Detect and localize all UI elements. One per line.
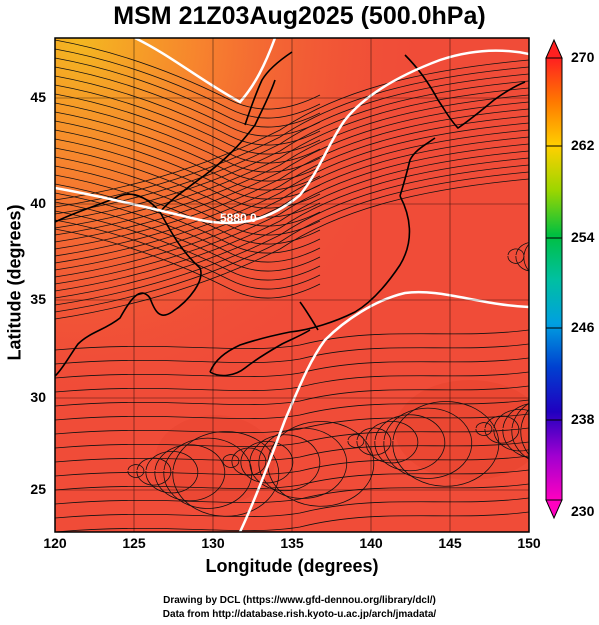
streamline xyxy=(502,403,529,459)
streamline xyxy=(55,427,529,449)
streamline xyxy=(55,143,529,285)
streamline xyxy=(55,455,529,477)
streamline xyxy=(356,427,392,456)
colorbar-top-arrow xyxy=(545,38,563,59)
streamline xyxy=(365,420,419,464)
streamline xyxy=(55,94,529,236)
colorbar-tick-label: 230 xyxy=(571,503,595,519)
y-tick-label: 35 xyxy=(30,291,46,307)
streamline xyxy=(55,147,321,218)
streamline xyxy=(55,129,321,200)
y-tick-label: 25 xyxy=(30,481,46,497)
streamline xyxy=(55,57,321,128)
streamline xyxy=(55,174,321,245)
streamline xyxy=(55,129,529,271)
streamline xyxy=(267,421,375,507)
streamline xyxy=(55,84,321,155)
y-tick-label: 40 xyxy=(30,195,46,211)
x-tick-label: 125 xyxy=(122,535,146,551)
streamline xyxy=(172,431,280,517)
streamline xyxy=(55,115,529,257)
streamline xyxy=(55,80,529,222)
colorbar xyxy=(545,38,563,520)
streamline xyxy=(515,242,529,272)
streamline xyxy=(55,329,529,351)
x-tick-label: 120 xyxy=(43,535,67,551)
streamline xyxy=(55,497,529,519)
streamline xyxy=(55,210,321,281)
streamline xyxy=(55,75,321,146)
streamline xyxy=(55,399,529,421)
colorbar-tick-label: 238 xyxy=(571,411,595,427)
streamline xyxy=(55,171,529,313)
streamline xyxy=(347,434,365,448)
streamline xyxy=(55,192,321,263)
streamline xyxy=(55,165,321,236)
streamline xyxy=(55,469,529,491)
low-anomaly xyxy=(395,380,529,480)
streamline xyxy=(55,157,529,299)
y-tick-label: 45 xyxy=(30,89,46,105)
colorbar-tick-label: 262 xyxy=(571,137,595,153)
streamline xyxy=(493,408,529,452)
streamline xyxy=(55,385,529,407)
streamline xyxy=(240,440,294,484)
streamline xyxy=(55,483,529,505)
streamline xyxy=(231,447,267,476)
streamline xyxy=(127,464,145,478)
colorbar-scale xyxy=(545,57,563,501)
streamlines xyxy=(55,39,529,532)
credit-drawing: Drawing by DCL (https://www.gfd-dennou.o… xyxy=(163,595,436,606)
streamline xyxy=(55,228,321,299)
streamline xyxy=(55,343,529,365)
colorbar-tick-label: 246 xyxy=(571,319,595,335)
streamline xyxy=(249,434,321,492)
streamline xyxy=(55,101,529,243)
colorbar-bottom-arrow xyxy=(545,499,563,520)
x-tick-label: 150 xyxy=(517,535,541,551)
streamline xyxy=(55,357,529,379)
x-axis-label: Longitude (degrees) xyxy=(205,556,379,576)
grid-lines xyxy=(55,38,529,532)
streamline xyxy=(55,164,529,306)
contour-line xyxy=(55,38,529,532)
coastlines xyxy=(55,51,526,377)
streamline xyxy=(55,122,529,264)
x-tick-label: 130 xyxy=(201,535,225,551)
streamline xyxy=(475,422,493,436)
streamline xyxy=(55,178,529,320)
colorbar-tick-label: 270 xyxy=(571,49,595,65)
streamline xyxy=(55,66,529,208)
y-axis-label: Latitude (degrees) xyxy=(4,204,25,361)
streamline xyxy=(55,511,529,532)
streamline xyxy=(55,413,529,435)
y-tick-label: 30 xyxy=(30,389,46,405)
chart-title: MSM 21Z03Aug2025 (500.0hPa) xyxy=(113,2,486,30)
streamline xyxy=(154,444,226,502)
streamline xyxy=(55,183,321,254)
streamline xyxy=(55,39,321,110)
contour-label: 5880.0 xyxy=(220,211,257,225)
x-tick-label: 140 xyxy=(359,535,383,551)
streamline xyxy=(55,59,529,201)
map-frame xyxy=(54,37,530,533)
streamline xyxy=(55,219,321,290)
streamline xyxy=(55,441,529,463)
streamline xyxy=(55,66,321,137)
streamline xyxy=(55,150,529,292)
streamline xyxy=(392,401,500,487)
streamline xyxy=(484,415,520,444)
streamline xyxy=(55,108,529,250)
streamline xyxy=(55,120,321,191)
streamline xyxy=(55,48,321,119)
x-tick-label: 135 xyxy=(280,535,304,551)
credit-data-source: Data from http://database.rish.kyoto-u.a… xyxy=(162,609,437,620)
streamline xyxy=(55,102,321,173)
colorbar-tick-label: 254 xyxy=(571,229,595,245)
streamline xyxy=(55,136,529,278)
streamline xyxy=(222,454,240,468)
streamline xyxy=(374,414,446,472)
x-tick-label: 145 xyxy=(438,535,462,551)
